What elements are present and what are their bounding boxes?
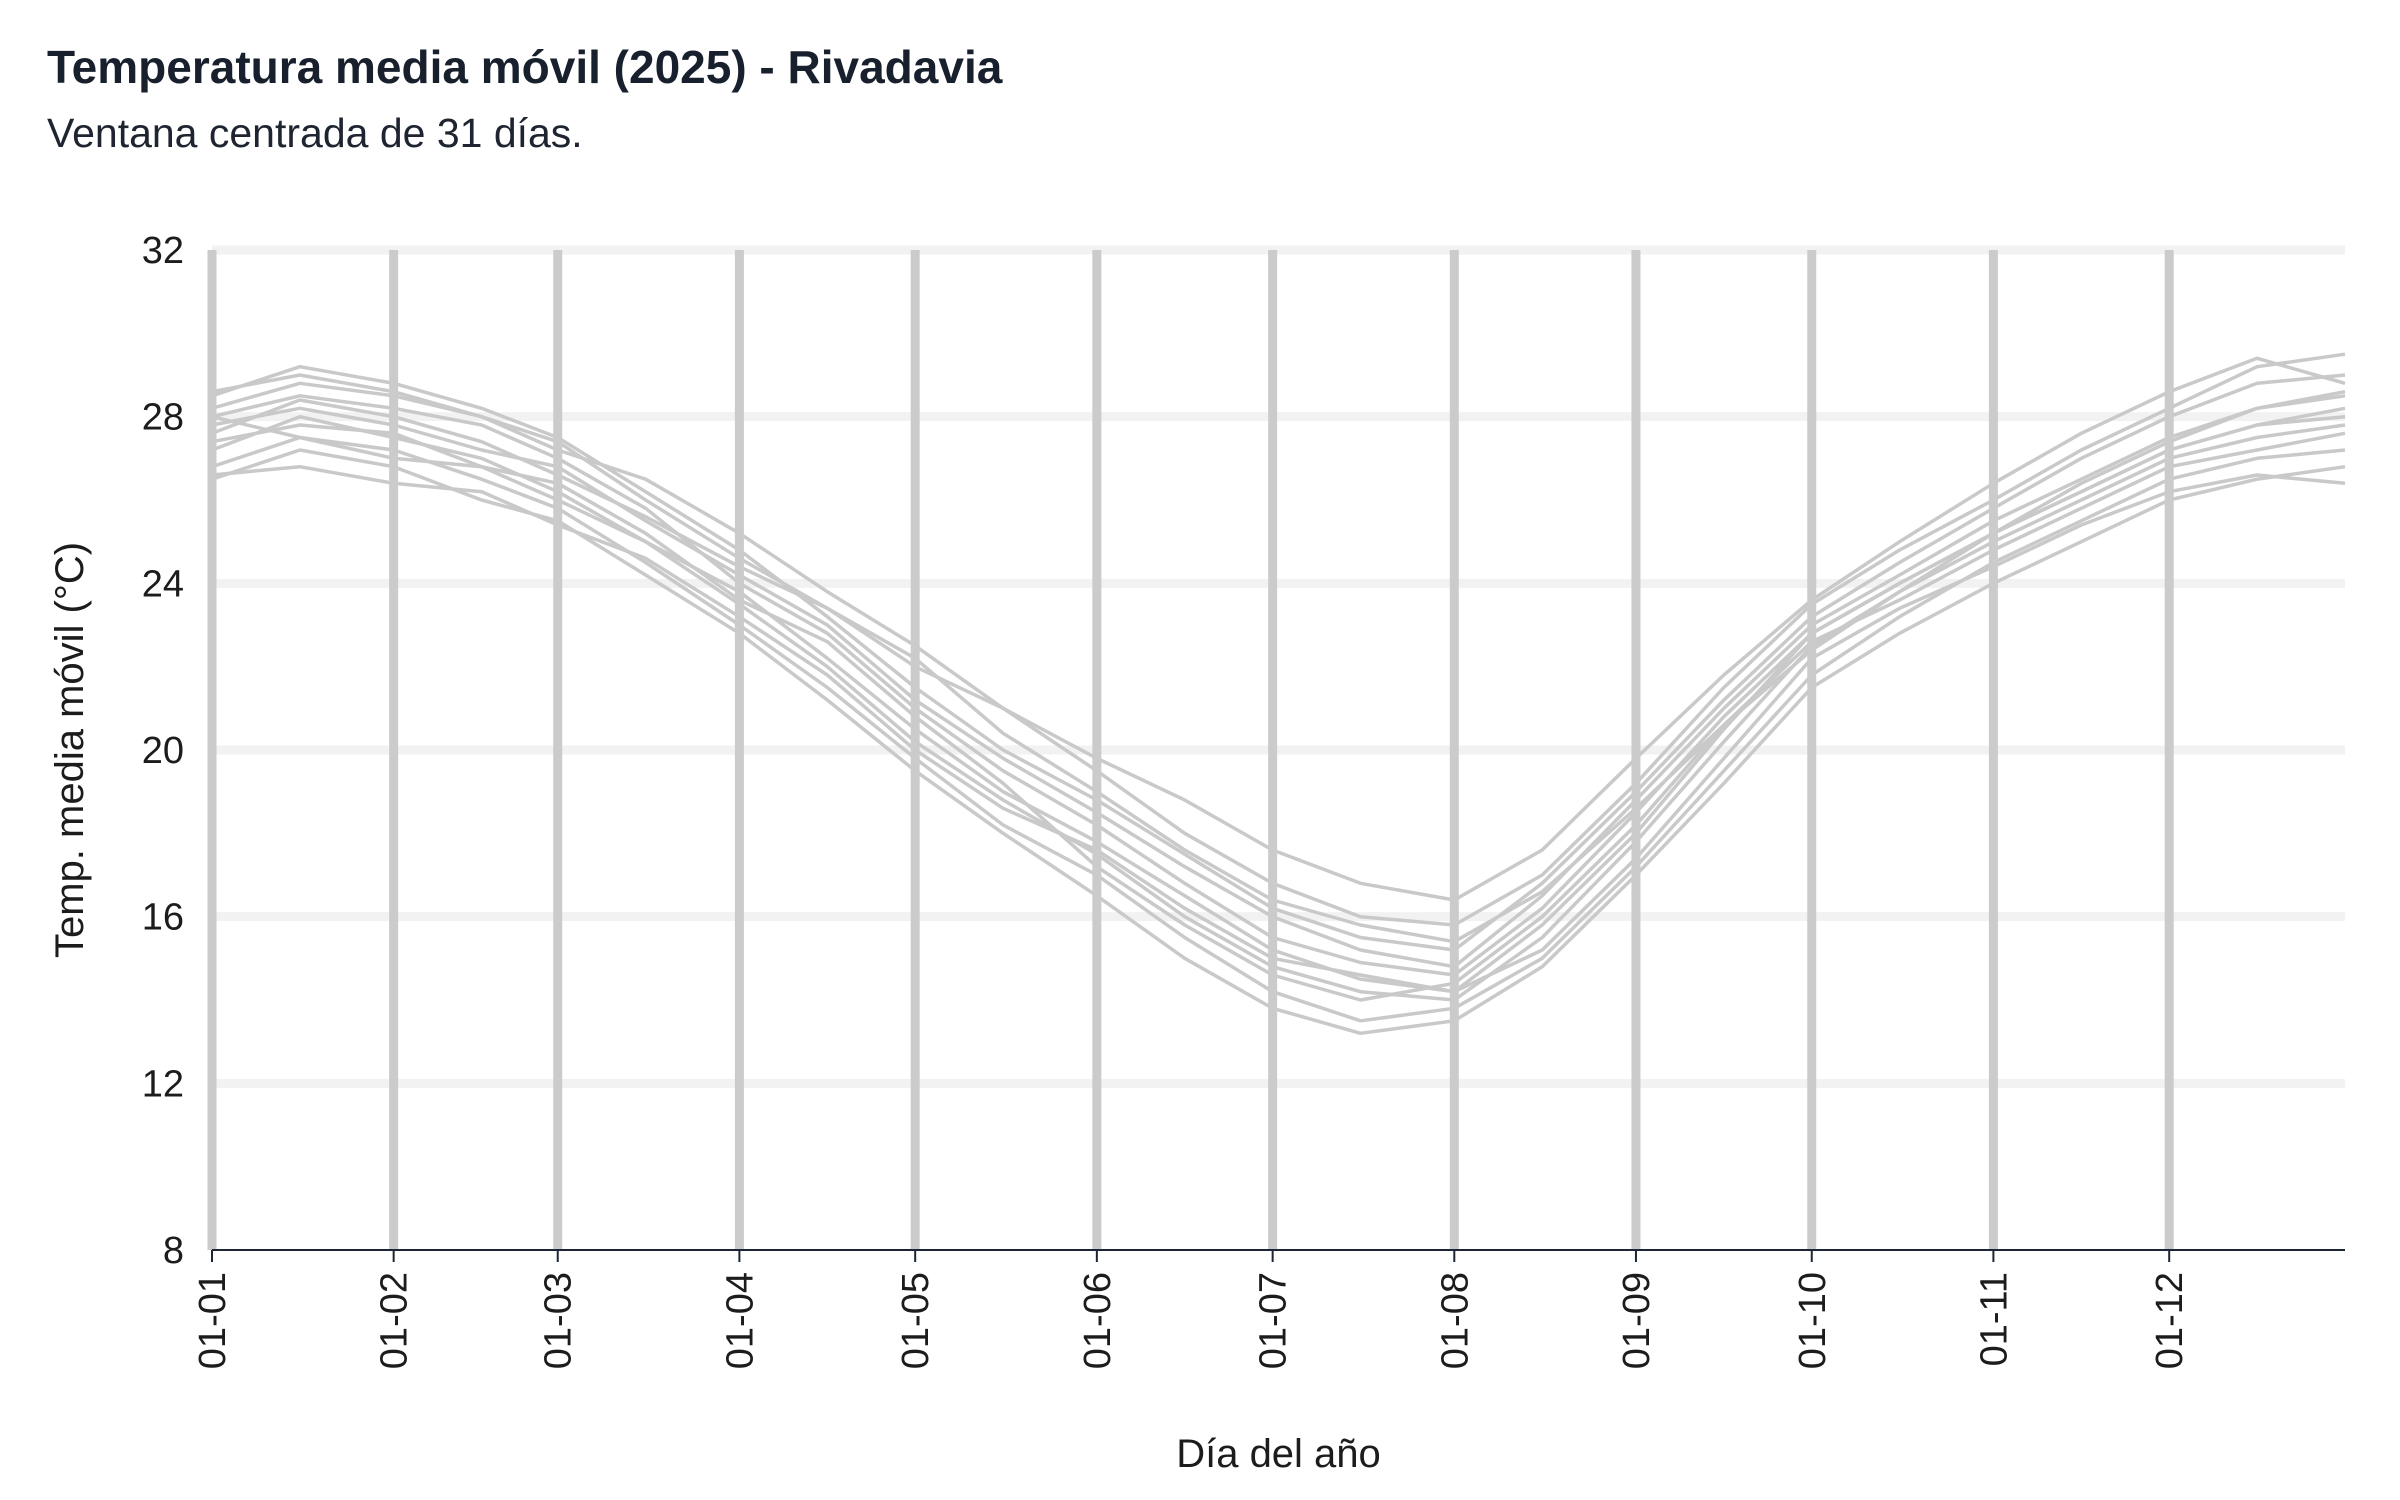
x-tick-label: 01-08 [1434,1272,1476,1369]
chart-subtitle: Ventana centrada de 31 días. [47,110,583,156]
x-tick-label: 01-04 [719,1272,761,1369]
y-tick-label: 28 [142,397,184,439]
series-line-8 [211,448,2346,1036]
x-axis-title: Día del año [1176,1432,1381,1476]
x-tick-label: 01-10 [1792,1272,1834,1369]
x-tick-label: 01-02 [374,1272,416,1369]
x-tick-label: 01-12 [2149,1272,2191,1369]
series-line-3 [211,364,2346,952]
x-tick-label: 01-06 [1077,1272,1119,1369]
series-lines [211,352,2346,1036]
y-tick-label: 12 [142,1063,184,1105]
month-gridlines [207,250,2174,1250]
chart-title: Temperatura media móvil (2025) - Rivadav… [47,41,1003,93]
y-axis-title: Temp. media móvil (°C) [48,542,92,958]
y-axis-ticks: 8 12 16 20 24 28 32 [142,230,184,1272]
x-tick-label: 01-03 [538,1272,580,1369]
series-line-11 [211,389,2346,944]
y-tick-label: 20 [142,730,184,772]
series-line-7 [211,414,2346,994]
x-tick-label: 01-05 [895,1272,937,1369]
x-axis-ticks: 01-01 01-02 01-03 01-04 01-05 01-06 01-07 01-08… [192,1250,2191,1369]
x-tick-label: 01-07 [1253,1272,1295,1369]
y-tick-label: 16 [142,897,184,939]
x-tick-label: 01-09 [1616,1272,1658,1369]
y-tick-label: 32 [142,230,184,272]
y-tick-label: 8 [163,1230,184,1272]
series-line-5 [211,352,2346,927]
x-tick-label: 01-01 [192,1272,234,1369]
y-tick-label: 24 [142,563,184,605]
x-tick-label: 01-11 [1973,1272,2015,1366]
